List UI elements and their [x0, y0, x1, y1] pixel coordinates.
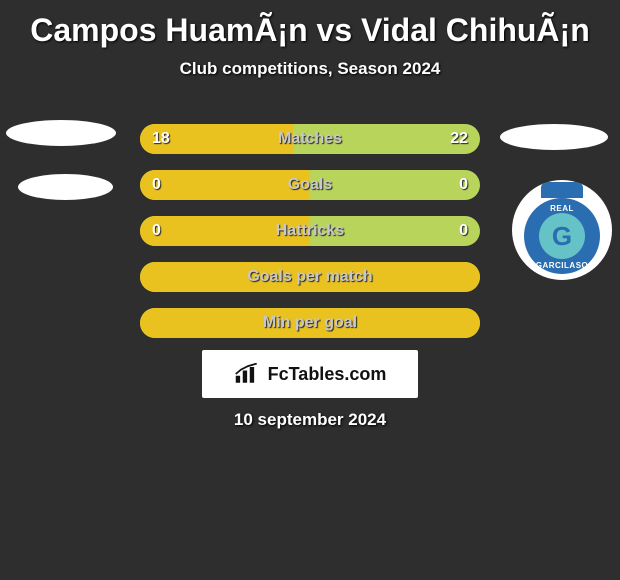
stat-label: Min per goal [140, 308, 480, 338]
right-top-placeholder [500, 124, 608, 150]
stat-label: Matches [140, 124, 480, 154]
stat-label: Hattricks [140, 216, 480, 246]
date-label: 10 september 2024 [0, 410, 620, 430]
stat-label: Goals [140, 170, 480, 200]
badge-inner-circle: G [539, 213, 585, 259]
crown-icon [541, 182, 583, 198]
badge-ring-text-top: REAL [524, 204, 600, 213]
page-title: Campos HuamÃ¡n vs Vidal ChihuÃ¡n [0, 0, 620, 49]
placeholder-blob [18, 174, 113, 200]
placeholder-blob [6, 120, 116, 146]
bar-chart-icon [234, 363, 262, 385]
stat-row: 1822Matches [140, 124, 480, 154]
badge-outer-ring: REAL G GARCILASO [524, 198, 600, 274]
comparison-bars: 1822Matches 00Goals 00Hattricks Goals per m… [140, 124, 480, 354]
stat-row: 00Goals [140, 170, 480, 200]
page-subtitle: Club competitions, Season 2024 [0, 59, 620, 79]
stat-row: Min per goal [140, 308, 480, 338]
stat-row: 00Hattricks [140, 216, 480, 246]
left-team-placeholder [6, 120, 126, 228]
team-badge-garcilaso: REAL G GARCILASO [512, 180, 612, 280]
fctables-watermark: FcTables.com [202, 350, 418, 398]
fctables-label: FcTables.com [268, 364, 387, 385]
stat-row: Goals per match [140, 262, 480, 292]
badge-ring-text-bottom: GARCILASO [524, 261, 600, 270]
stat-label: Goals per match [140, 262, 480, 292]
